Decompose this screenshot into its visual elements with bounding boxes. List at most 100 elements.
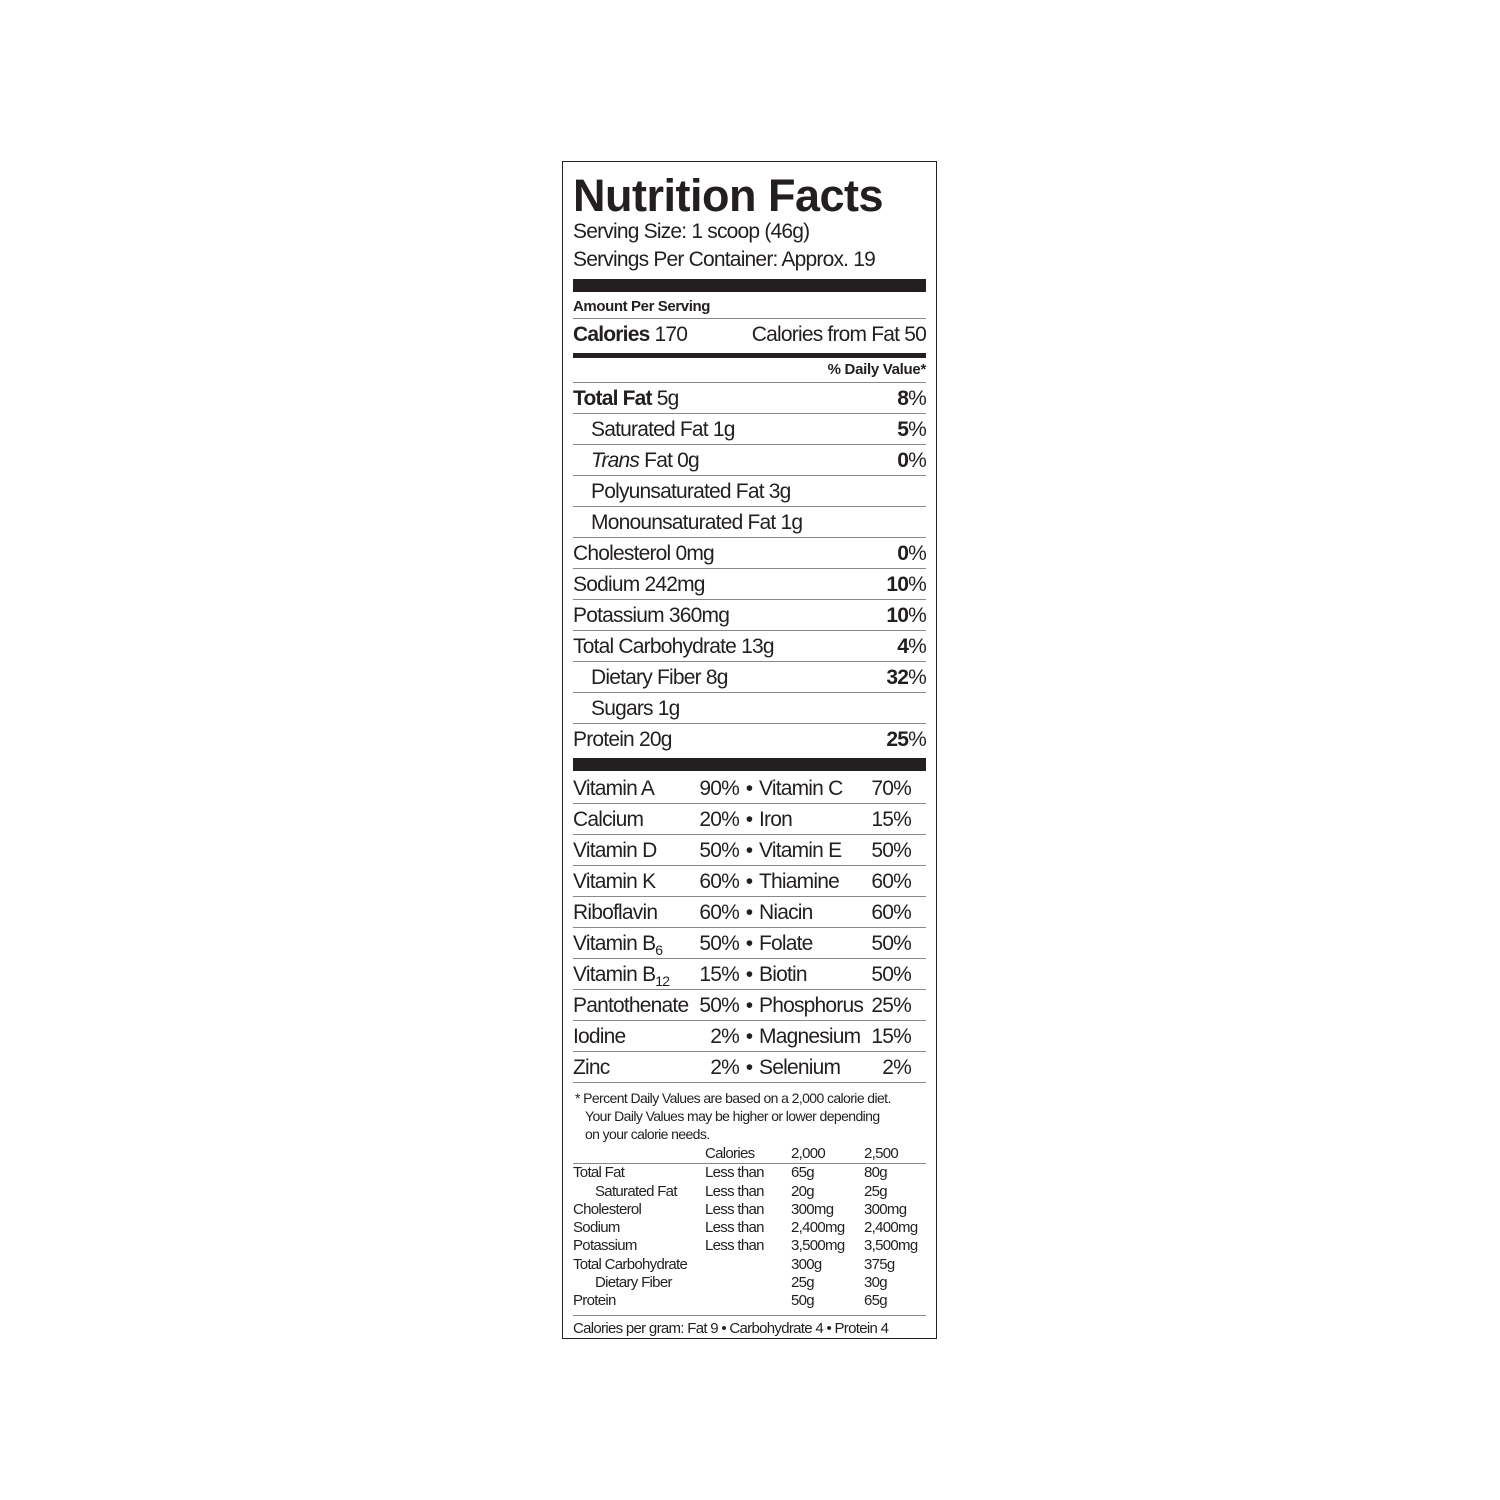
bullet: • bbox=[745, 777, 753, 800]
vitamin-name: Vitamin K bbox=[573, 866, 681, 897]
dv-table-cell: 25g bbox=[791, 1274, 815, 1292]
nutrient-name: Sugars bbox=[591, 697, 654, 720]
vitamin-name-text: Vitamin A bbox=[573, 777, 655, 800]
dv-table-cell: 375g bbox=[864, 1255, 895, 1273]
footnote: * Percent Daily Values are based on a 2,… bbox=[573, 1089, 926, 1143]
vitamin-percent: 15% bbox=[699, 963, 739, 986]
dv-table-cell: 30g bbox=[864, 1274, 888, 1292]
vitamin-name: Thiamine bbox=[759, 870, 840, 893]
bullet: • bbox=[745, 1056, 753, 1079]
vitamin-row: Iodine 2% • Magnesium 15% bbox=[573, 1021, 926, 1052]
vitamin-row: Calcium 20% • Iron 15% bbox=[573, 804, 926, 835]
vitamin-name: Magnesium bbox=[759, 1025, 861, 1048]
calories-row: Calories 170 Calories from Fat 50 bbox=[573, 319, 927, 351]
daily-value-percent: 10% bbox=[886, 604, 926, 627]
vitamin-percent: 15% bbox=[871, 808, 911, 831]
vitamin-name: Riboflavin bbox=[573, 897, 681, 928]
nutrient-name-group: Protein 20g bbox=[573, 724, 672, 754]
bullet: • bbox=[745, 932, 753, 955]
nutrient-name: Potassium bbox=[573, 604, 665, 627]
nutrient-row: Potassium 360mg 10% bbox=[573, 600, 927, 631]
dv-table-row: Dietary Fiber 25g 30g bbox=[573, 1274, 926, 1292]
dv-table-cell: 300mg bbox=[791, 1200, 834, 1218]
vitamin-percent: 60% bbox=[699, 901, 739, 924]
daily-value-percent: 32% bbox=[886, 666, 926, 689]
vitamin-name: Pantothenate bbox=[573, 990, 689, 1021]
vitamin-row: Riboflavin 60% • Niacin 60% bbox=[573, 897, 926, 928]
dv-table-cell bbox=[705, 1256, 791, 1274]
nutrient-amount: 1g bbox=[712, 418, 736, 441]
dv-table-cell: Sodium bbox=[573, 1219, 620, 1237]
nutrient-list: Total Fat 5g 8% Saturated Fat 1g 5% Trans Fa… bbox=[573, 383, 927, 754]
nutrient-name: Cholesterol bbox=[573, 542, 671, 565]
daily-value-number: 4 bbox=[897, 635, 909, 658]
vitamin-subscript: 12 bbox=[655, 973, 670, 990]
nutrient-row: Dietary Fiber 8g 32% bbox=[573, 662, 927, 693]
daily-value-number: 0 bbox=[897, 542, 909, 565]
vitamin-name-text: Calcium bbox=[573, 808, 644, 831]
daily-value-percent: 0% bbox=[897, 542, 927, 565]
dv-table-cell: 3,500mg bbox=[864, 1237, 918, 1255]
daily-value-number: 10 bbox=[886, 604, 909, 627]
footnote-line: on your calorie needs. bbox=[585, 1126, 710, 1142]
vitamin-row: Pantothenate 50% • Phosphorus 25% bbox=[573, 990, 926, 1021]
vitamin-percent: 50% bbox=[871, 839, 911, 862]
calories-value: 170 bbox=[654, 323, 688, 346]
daily-value-number: 25 bbox=[886, 728, 909, 751]
nutrient-row: Polyunsaturated Fat 3g bbox=[573, 476, 926, 507]
vitamin-name: Folate bbox=[759, 932, 813, 955]
vitamin-percent: 70% bbox=[871, 777, 911, 800]
dv-table-cell: Less than bbox=[705, 1237, 764, 1255]
vitamin-percent: 50% bbox=[871, 932, 911, 955]
footnote-line: * Percent Daily Values are based on a 2,… bbox=[575, 1090, 891, 1106]
dv-table-cell: 3,500mg bbox=[791, 1237, 845, 1255]
dv-table-row: Cholesterol Less than 300mg 300mg bbox=[573, 1201, 926, 1219]
vitamin-name: Phosphorus bbox=[759, 994, 864, 1017]
nutrient-name: Trans bbox=[591, 449, 640, 472]
nutrient-amount: 3g bbox=[768, 480, 792, 503]
vitamin-name: Selenium bbox=[759, 1056, 841, 1079]
daily-value-number: 0 bbox=[897, 449, 909, 472]
bullet: • bbox=[745, 963, 753, 986]
daily-value-percent: 25% bbox=[886, 728, 926, 751]
daily-value-percent: 0% bbox=[897, 449, 927, 472]
nutrient-name: Saturated Fat bbox=[591, 418, 709, 441]
dv-table-header-cell bbox=[573, 1145, 705, 1163]
calories-from-fat: Calories from Fat 50 bbox=[751, 323, 927, 346]
vitamin-percent: 2% bbox=[710, 1056, 740, 1079]
nutrient-row: Monounsaturated Fat 1g bbox=[573, 507, 926, 538]
nutrient-row: Saturated Fat 1g 5% bbox=[573, 414, 927, 445]
vitamin-percent: 2% bbox=[882, 1056, 912, 1079]
vitamin-row: Zinc 2% • Selenium 2% bbox=[573, 1052, 926, 1083]
daily-value-number: 5 bbox=[897, 418, 909, 441]
vitamin-percent: 50% bbox=[699, 839, 739, 862]
vitamin-name: Vitamin D bbox=[573, 835, 681, 866]
dv-table-cell: Less than bbox=[705, 1200, 764, 1218]
nutrient-amount: 5g bbox=[656, 387, 680, 410]
vitamin-name-text: Vitamin B bbox=[573, 932, 656, 955]
vitamin-percent: 50% bbox=[699, 994, 739, 1017]
vitamin-percent: 2% bbox=[710, 1025, 740, 1048]
vitamin-percent: 60% bbox=[699, 870, 739, 893]
calories-per-gram: Calories per gram: Fat 9 • Carbohydrate … bbox=[573, 1314, 926, 1342]
nutrient-name-suffix: Fat bbox=[644, 449, 673, 472]
dv-table-cell bbox=[705, 1274, 791, 1292]
dv-table-cell: 300mg bbox=[864, 1200, 907, 1218]
dv-table-cell: 300g bbox=[791, 1255, 822, 1273]
daily-value-number: 32 bbox=[886, 666, 909, 689]
daily-value-number: 10 bbox=[886, 573, 909, 596]
vitamin-percent: 50% bbox=[871, 963, 911, 986]
dv-table-cell: 65g bbox=[864, 1292, 888, 1310]
dv-table-header-cell: Calories bbox=[705, 1145, 755, 1162]
dv-table-row: Sodium Less than 2,400mg 2,400mg bbox=[573, 1219, 926, 1237]
nutrient-row: Total Fat 5g 8% bbox=[573, 383, 927, 414]
nutrient-name-group: Saturated Fat 1g bbox=[573, 414, 735, 444]
dv-table-cell: Total Carbohydrate bbox=[573, 1255, 688, 1273]
bullet: • bbox=[745, 839, 753, 862]
dv-table-cell: Cholesterol bbox=[573, 1200, 642, 1218]
vitamin-name: Niacin bbox=[759, 901, 813, 924]
dv-table-cell: Less than bbox=[705, 1164, 764, 1182]
label-title: Nutrition Facts bbox=[573, 170, 884, 221]
dv-table-header: Calories 2,000 2,500 bbox=[573, 1145, 926, 1165]
dv-table-row: Protein 50g 65g bbox=[573, 1292, 926, 1310]
